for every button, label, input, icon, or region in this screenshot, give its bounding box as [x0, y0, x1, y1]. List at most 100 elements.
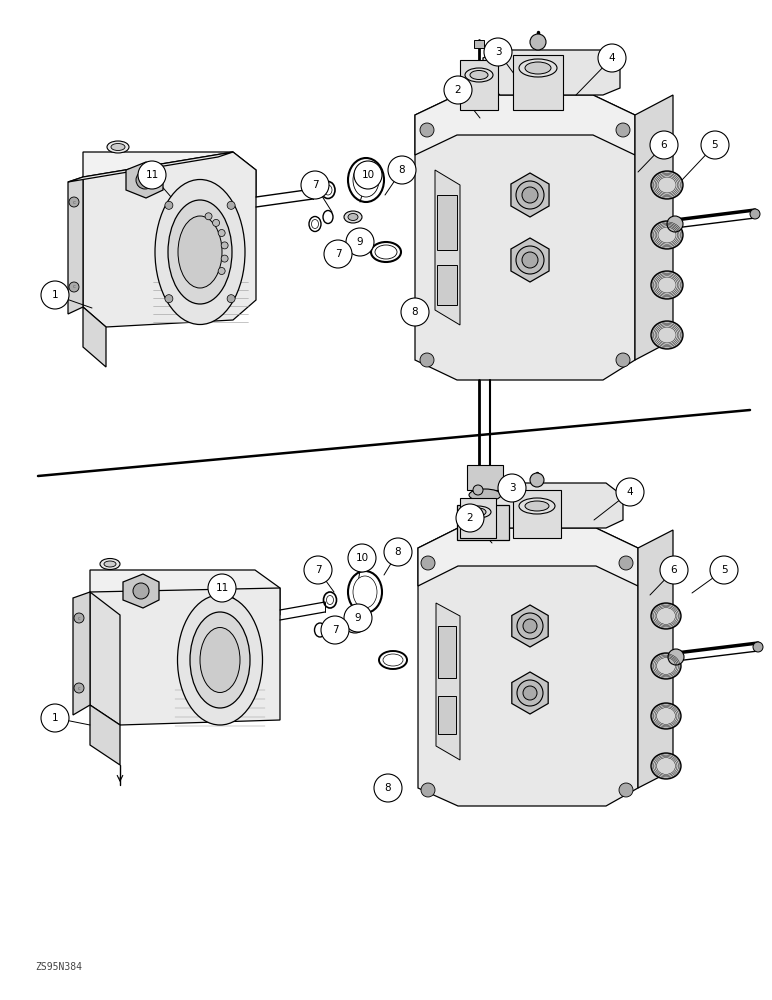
- Bar: [460, 60, 498, 110]
- Circle shape: [165, 295, 173, 303]
- Circle shape: [420, 123, 434, 137]
- Circle shape: [660, 556, 688, 584]
- Ellipse shape: [348, 214, 358, 221]
- Text: 2: 2: [467, 513, 473, 523]
- Text: 1: 1: [52, 290, 59, 300]
- Ellipse shape: [470, 508, 486, 516]
- Circle shape: [41, 281, 69, 309]
- Circle shape: [227, 295, 235, 303]
- Circle shape: [218, 230, 225, 236]
- Text: ZS95N384: ZS95N384: [35, 962, 82, 972]
- Ellipse shape: [200, 628, 240, 692]
- Text: 10: 10: [361, 170, 374, 180]
- Text: 1: 1: [52, 713, 59, 723]
- Text: 8: 8: [394, 547, 401, 557]
- Text: 5: 5: [721, 565, 727, 575]
- Bar: [474, 40, 484, 48]
- Circle shape: [348, 544, 376, 572]
- Circle shape: [212, 219, 219, 226]
- Ellipse shape: [469, 489, 501, 501]
- Polygon shape: [68, 177, 83, 314]
- Polygon shape: [90, 705, 120, 765]
- Circle shape: [750, 209, 760, 219]
- Polygon shape: [83, 152, 256, 327]
- Text: 8: 8: [384, 783, 391, 793]
- Circle shape: [701, 131, 729, 159]
- Polygon shape: [73, 592, 90, 715]
- Bar: [438, 696, 456, 734]
- Circle shape: [401, 298, 429, 326]
- Circle shape: [324, 240, 352, 268]
- Circle shape: [473, 485, 483, 495]
- Circle shape: [616, 353, 630, 367]
- Polygon shape: [83, 177, 106, 327]
- Circle shape: [301, 171, 329, 199]
- Circle shape: [41, 704, 69, 732]
- Circle shape: [321, 616, 349, 644]
- Polygon shape: [90, 588, 280, 725]
- Circle shape: [619, 783, 633, 797]
- Polygon shape: [483, 483, 623, 528]
- Ellipse shape: [470, 70, 488, 80]
- Ellipse shape: [525, 62, 551, 74]
- Text: 8: 8: [411, 307, 418, 317]
- Ellipse shape: [350, 625, 360, 631]
- Circle shape: [484, 38, 512, 66]
- Circle shape: [208, 574, 236, 602]
- Polygon shape: [123, 574, 159, 608]
- Text: 6: 6: [671, 565, 677, 575]
- Text: 2: 2: [455, 85, 462, 95]
- Ellipse shape: [465, 68, 493, 82]
- Polygon shape: [512, 605, 548, 647]
- Text: c: c: [73, 200, 76, 205]
- Bar: [513, 490, 561, 538]
- Bar: [437, 265, 457, 305]
- Bar: [460, 498, 496, 538]
- Circle shape: [516, 181, 544, 209]
- Circle shape: [456, 504, 484, 532]
- Text: 3: 3: [495, 47, 501, 57]
- Text: 4: 4: [627, 487, 633, 497]
- Circle shape: [598, 44, 626, 72]
- Circle shape: [344, 604, 372, 632]
- Circle shape: [421, 556, 435, 570]
- Ellipse shape: [651, 753, 681, 779]
- Bar: [457, 505, 509, 540]
- Polygon shape: [435, 170, 460, 325]
- Polygon shape: [83, 152, 256, 197]
- Circle shape: [420, 353, 434, 367]
- Ellipse shape: [347, 623, 363, 633]
- Circle shape: [516, 246, 544, 274]
- Polygon shape: [483, 50, 620, 95]
- Polygon shape: [90, 570, 280, 615]
- Circle shape: [650, 131, 678, 159]
- Circle shape: [388, 156, 416, 184]
- Circle shape: [523, 686, 537, 700]
- Ellipse shape: [519, 59, 557, 77]
- Ellipse shape: [651, 321, 683, 349]
- Ellipse shape: [324, 185, 332, 195]
- Ellipse shape: [353, 576, 377, 608]
- Ellipse shape: [383, 654, 403, 666]
- Text: 6: 6: [661, 140, 667, 150]
- Circle shape: [221, 255, 228, 262]
- Ellipse shape: [651, 603, 681, 629]
- Circle shape: [354, 161, 382, 189]
- Text: 9: 9: [357, 237, 364, 247]
- Circle shape: [304, 556, 332, 584]
- Text: 7: 7: [332, 625, 338, 635]
- Ellipse shape: [519, 498, 555, 514]
- Circle shape: [74, 613, 84, 623]
- Polygon shape: [415, 95, 635, 155]
- Ellipse shape: [100, 558, 120, 570]
- Polygon shape: [68, 152, 233, 182]
- Ellipse shape: [651, 703, 681, 729]
- Polygon shape: [126, 162, 163, 198]
- Circle shape: [205, 213, 212, 220]
- Polygon shape: [436, 603, 460, 760]
- Ellipse shape: [178, 595, 262, 725]
- Text: 10: 10: [355, 553, 368, 563]
- Ellipse shape: [651, 171, 683, 199]
- Text: 7: 7: [312, 180, 318, 190]
- Polygon shape: [638, 530, 673, 788]
